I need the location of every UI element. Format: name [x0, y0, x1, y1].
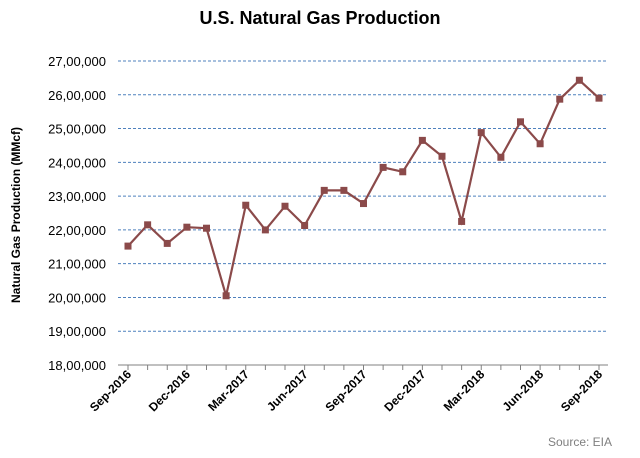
y-tick-label: 18,00,000 — [48, 358, 106, 373]
data-point — [536, 140, 544, 148]
data-point — [261, 226, 269, 234]
y-tick-label: 21,00,000 — [48, 257, 106, 272]
y-tick-label: 20,00,000 — [48, 290, 106, 305]
y-tick-label: 27,00,000 — [48, 54, 106, 69]
data-point — [497, 153, 505, 161]
x-tick-label: Sep-2018 — [558, 367, 605, 414]
data-point — [517, 118, 524, 126]
data-point — [320, 186, 328, 194]
data-point — [595, 94, 603, 102]
y-axis-label: Natural Gas Production (MMcf) — [9, 127, 23, 303]
data-point — [124, 242, 132, 250]
data-point — [340, 186, 348, 194]
chart-title: U.S. Natural Gas Production — [199, 8, 440, 28]
data-point — [163, 239, 171, 247]
x-tick-label: Dec-2016 — [146, 367, 193, 414]
x-tick-label: Jun-2018 — [500, 367, 547, 414]
data-point — [144, 221, 152, 229]
x-tick-label: Mar-2018 — [441, 367, 488, 414]
x-tick-label: Sep-2017 — [322, 367, 369, 414]
x-tick-label: Sep-2016 — [87, 367, 134, 414]
data-point — [301, 221, 309, 229]
x-tick-label: Dec-2017 — [381, 367, 428, 414]
x-tick-label: Mar-2017 — [205, 367, 252, 414]
x-tick-label: Jun-2017 — [264, 367, 311, 414]
data-point — [183, 223, 191, 231]
data-point — [379, 163, 387, 171]
x-axis-ticks: Sep-2016 Dec-2016 Mar-2017 Jun-2017 Sep-2017… — [87, 367, 605, 414]
data-point — [575, 76, 583, 84]
data-point — [222, 292, 230, 300]
x-axis — [118, 364, 608, 370]
data-point — [418, 136, 426, 144]
data-point — [477, 129, 485, 137]
y-tick-label: 19,00,000 — [48, 324, 106, 339]
data-markers — [124, 76, 603, 300]
data-point — [242, 201, 250, 209]
y-tick-label: 23,00,000 — [48, 189, 106, 204]
y-axis-ticks: 18,00,000 19,00,000 20,00,000 21,00,000 22,0… — [48, 54, 106, 373]
data-point — [438, 152, 446, 160]
y-tick-label: 22,00,000 — [48, 223, 106, 238]
y-tick-label: 26,00,000 — [48, 88, 106, 103]
data-point — [458, 217, 466, 225]
y-tick-label: 25,00,000 — [48, 122, 106, 137]
y-tick-label: 24,00,000 — [48, 155, 106, 170]
data-point — [556, 95, 564, 103]
data-point — [203, 224, 210, 232]
source-note: Source: EIA — [548, 435, 612, 449]
data-point — [399, 168, 407, 176]
data-point — [360, 200, 367, 208]
gridlines — [118, 60, 608, 332]
data-point — [281, 202, 289, 210]
